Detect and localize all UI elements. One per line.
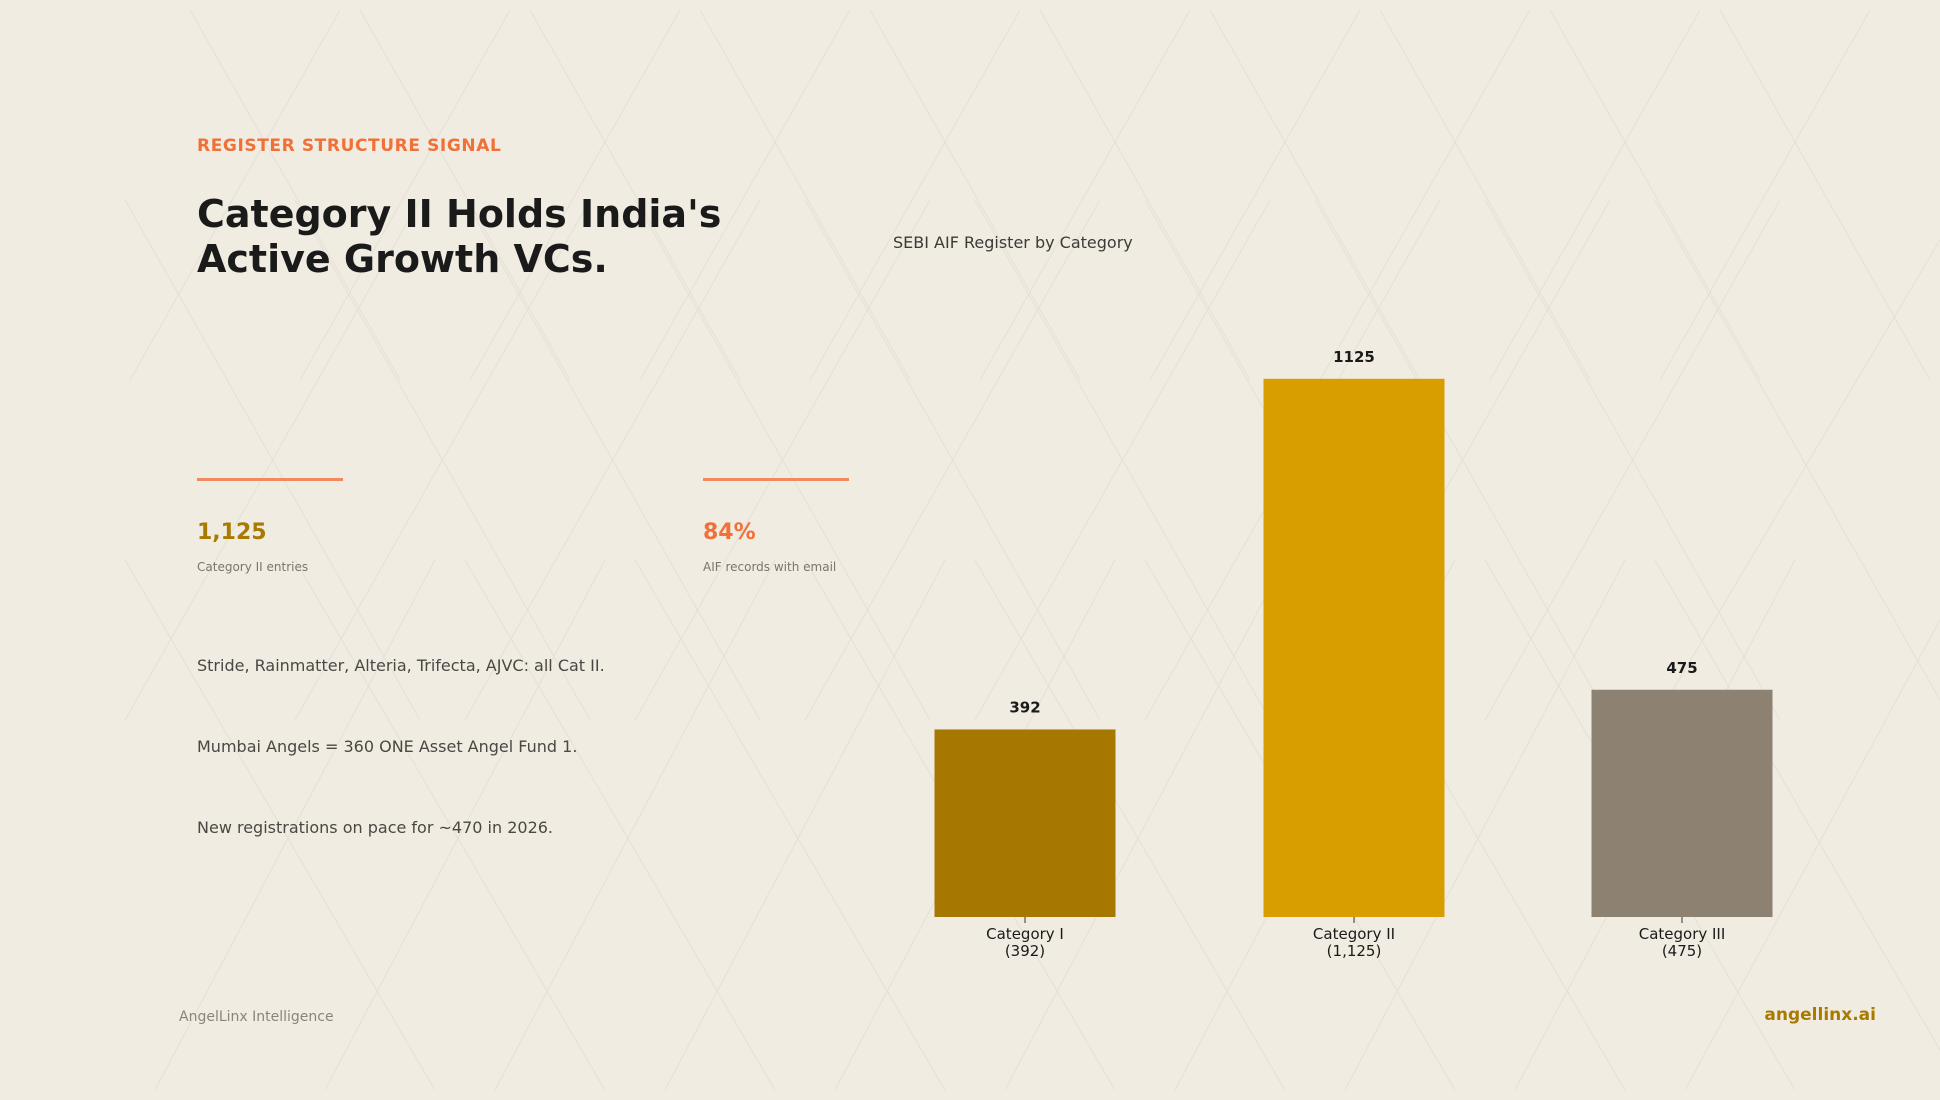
footer-brand: AngelLinx Intelligence [179,1009,334,1025]
stat-label: Category II entries [197,560,309,574]
x-tick-label: Category II [1313,925,1395,943]
x-tick-label: (1,125) [1327,942,1382,960]
stat-divider [703,478,849,481]
x-tick-label: Category I [986,925,1064,943]
bar-value-label: 392 [1009,698,1040,716]
eyebrow-label: REGISTER STRUCTURE SIGNAL [197,136,502,156]
stat-divider [197,478,343,481]
stat-label: AIF records with email [703,560,837,574]
stat-value: 84% [703,520,756,545]
footer-link[interactable]: angellinx.ai [1764,1005,1876,1025]
stat-value: 1,125 [197,520,267,545]
title-line-1: Category II Holds India's [197,192,722,236]
x-tick-label: (392) [1005,942,1045,960]
bar [934,729,1116,917]
note-2: Mumbai Angels = 360 ONE Asset Angel Fund… [197,737,578,756]
x-tick-label: Category III [1639,925,1726,943]
bar-value-label: 475 [1666,659,1697,677]
stat-block-cat2: 1,125 Category II entries [197,478,343,574]
title-line-2: Active Growth VCs. [197,237,608,281]
bar [1591,689,1773,917]
note-3: New registrations on pace for ~470 in 20… [197,818,554,837]
x-tick-label: (475) [1662,942,1702,960]
page-title: Category II Holds India's Active Growth … [197,192,837,282]
bar [1263,378,1445,917]
note-1: Stride, Rainmatter, Alteria, Trifecta, A… [197,656,605,675]
chart-title: SEBI AIF Register by Category [893,233,1133,252]
stat-block-email: 84% AIF records with email [703,478,849,574]
bar-value-label: 1125 [1333,348,1375,366]
